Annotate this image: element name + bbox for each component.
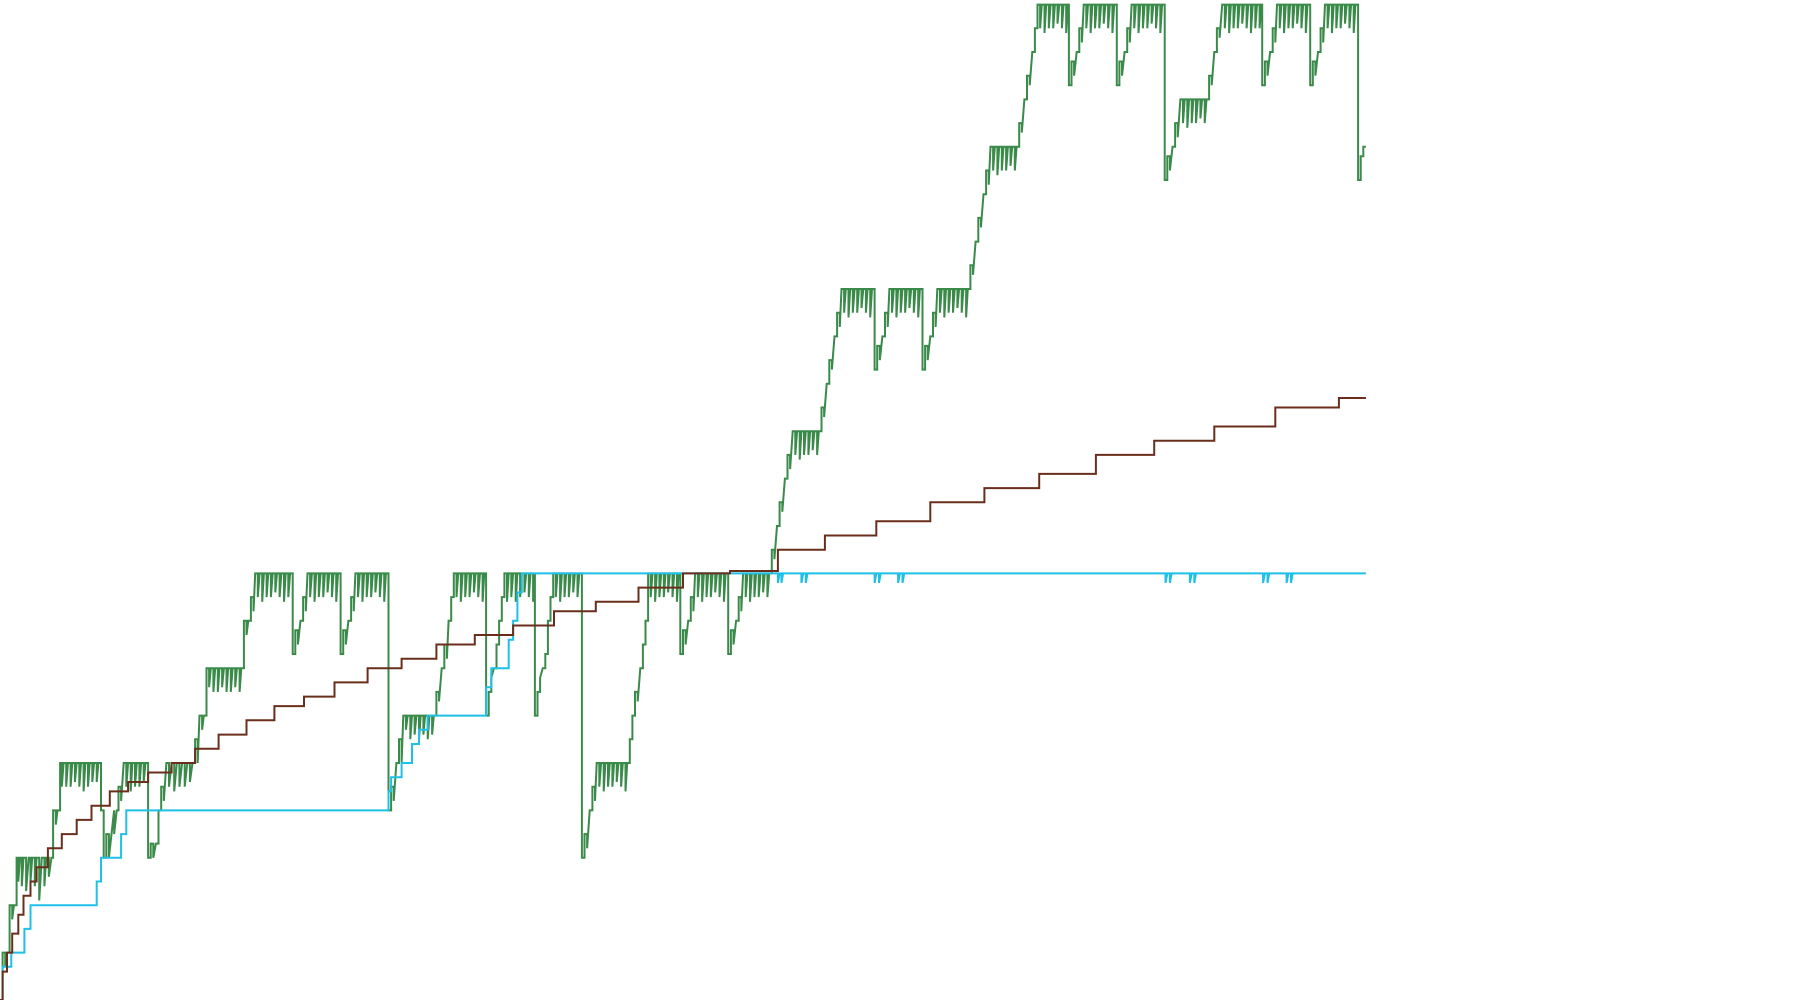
series-line-1 (0, 3, 1366, 1000)
series-line-3 (0, 397, 1366, 1000)
plot-area (0, 3, 1366, 1000)
series-line-2 (0, 572, 1366, 1000)
